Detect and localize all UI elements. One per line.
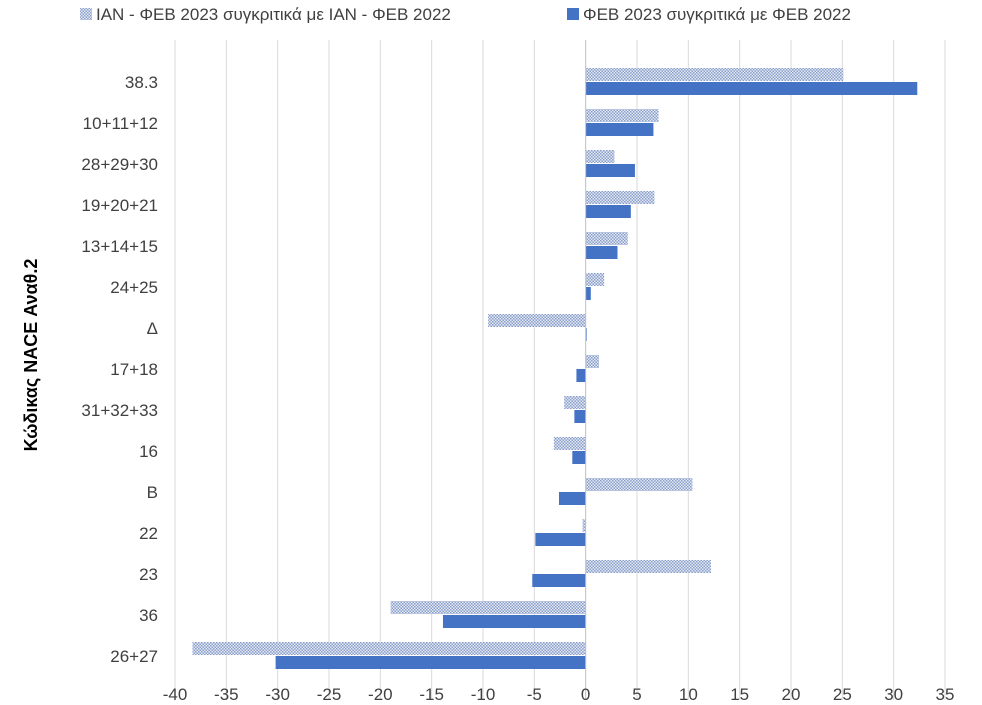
category-label: B [147,483,158,502]
x-tick-label: -15 [419,685,444,700]
bar-ytd-31_32_33 [564,396,586,409]
bar-feb-28_29_30 [585,164,635,177]
bar-ytd-13_14_15 [585,232,628,245]
x-tick-label: -5 [527,685,542,700]
bar-feb-36 [442,615,586,628]
bar-feb-31_32_33 [574,410,586,423]
bar-feb-38_3 [585,82,918,95]
y-axis-title: Κώδικας NACE Αναθ.2 [21,259,41,452]
bar-ytd-26_27 [192,642,586,655]
category-label: 23 [139,565,158,584]
bar-ytd-22 [582,519,586,532]
bars [192,68,918,669]
x-tick-label: 10 [679,685,698,700]
bar-ytd-16 [553,437,586,450]
x-tick-label: 5 [632,685,641,700]
category-label: 36 [139,606,158,625]
bar-ytd-19_20_21 [585,191,655,204]
bar-feb-26_27 [275,656,586,669]
category-label: 17+18 [110,360,158,379]
bar-feb-10_11_12 [585,123,654,136]
bar-ytd-10_11_12 [585,109,659,122]
x-tick-label: -35 [214,685,239,700]
bar-feb-22 [535,533,586,546]
legend-label: ΦΕΒ 2023 συγκριτικά με ΦΕΒ 2022 [583,5,851,24]
category-label: 31+32+33 [81,401,158,420]
bar-ytd-38_3 [585,68,844,81]
bar-ytd-_ [488,314,586,327]
bar-feb-19_20_21 [585,205,631,218]
bar-ytd-23 [585,560,711,573]
bar-ytd-B [585,478,693,491]
category-label: 26+27 [110,647,158,666]
category-label: 38.3 [125,73,158,92]
x-tick-label: -40 [163,685,188,700]
x-tick-label: 20 [782,685,801,700]
x-tick-label: -10 [471,685,496,700]
legend-swatch [567,8,579,20]
x-tick-label: -30 [265,685,290,700]
x-tick-label: 35 [936,685,955,700]
bar-feb-16 [572,451,586,464]
bar-feb-13_14_15 [585,246,618,259]
x-tick-label: 0 [581,685,590,700]
x-tick-label: 30 [884,685,903,700]
category-label: 10+11+12 [83,114,158,133]
category-label: 19+20+21 [81,196,158,215]
bar-feb-_ [585,328,587,341]
x-tick-label: -20 [368,685,393,700]
category-label: 28+29+30 [81,155,158,174]
x-tick-labels: -40 -35 -30 -25 -20 -15 -10 -5 0 5 10 15 20 25 30 35 [163,685,955,704]
bar-feb-17_18 [576,369,586,382]
category-label: 22 [139,524,158,543]
bar-ytd-17_18 [585,355,600,368]
legend: ΙΑΝ - ΦΕΒ 2023 συγκριτικά με ΙΑΝ - ΦΕΒ 2… [80,5,851,24]
category-label: 16 [139,442,158,461]
bar-feb-23 [532,574,586,587]
bar-ytd-28_29_30 [585,150,615,163]
category-label: 13+14+15 [81,237,158,256]
x-tick-label: 15 [730,685,749,700]
bar-feb-24_25 [585,287,591,300]
bar-ytd-24_25 [585,273,605,286]
category-label: 24+25 [110,278,158,297]
category-label: Δ [147,319,158,338]
x-tick-label: 25 [833,685,852,700]
gridlines [174,40,946,700]
bar-ytd-36 [390,601,586,614]
legend-swatch [80,8,92,20]
legend-label: ΙΑΝ - ΦΕΒ 2023 συγκριτικά με ΙΑΝ - ΦΕΒ 2… [96,5,451,24]
category-labels: 38.3 10+11+12 28+29+30 19+20+21 13+14+15 24+2… [81,73,158,666]
bar-feb-B [558,492,586,505]
x-tick-label: -25 [317,685,342,700]
